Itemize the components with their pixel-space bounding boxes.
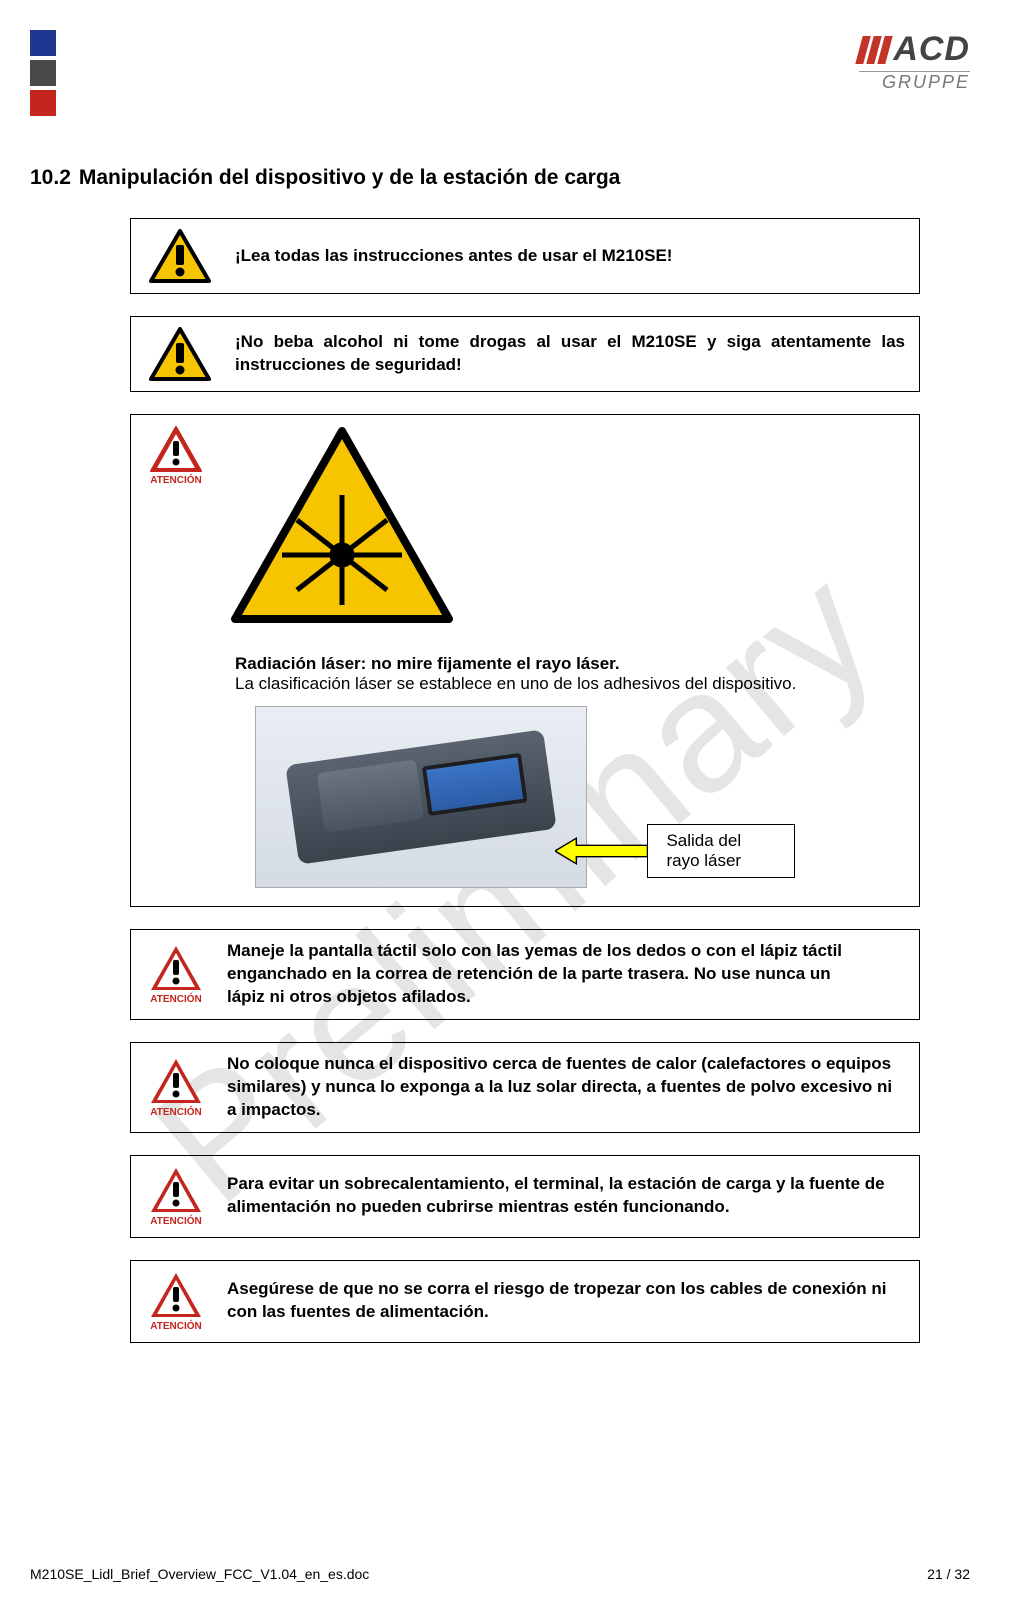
- warning-text: ¡No beba alcohol ni tome drogas al usar …: [235, 331, 905, 377]
- device-illustration: [255, 706, 587, 888]
- warning-yellow-icon: [145, 327, 215, 381]
- footer-filename: M210SE_Lidl_Brief_Overview_FCC_V1.04_en_…: [30, 1566, 369, 1582]
- laser-title-text: Radiación láser: no mire fijamente el ra…: [235, 654, 796, 674]
- attention-label: ATENCIÓN: [150, 1216, 201, 1227]
- logo-brand: ACD: [893, 30, 970, 69]
- attention-red-icon: ATENCIÓN: [145, 944, 207, 1005]
- laser-body-text: La clasificación láser se establece en u…: [235, 674, 796, 694]
- flag-stack: [30, 30, 56, 116]
- warning-box-touchscreen: ATENCIÓN Maneje la pantalla táctil solo …: [130, 929, 920, 1020]
- flag-square-3: [30, 90, 56, 116]
- warning-box-heat-sources: ATENCIÓN No coloque nunca el dispositivo…: [130, 1042, 920, 1133]
- attention-red-icon: ATENCIÓN: [145, 1271, 207, 1332]
- flag-square-1: [30, 30, 56, 56]
- attention-label: ATENCIÓN: [150, 1321, 201, 1332]
- brand-logo: ACD GRUPPE: [859, 30, 970, 93]
- attention-red-icon: ATENCIÓN: [145, 1166, 207, 1227]
- warning-text: ¡Lea todas las instrucciones antes de us…: [235, 245, 905, 268]
- laser-callout-label: Salida del rayo láser: [647, 824, 795, 878]
- section-title: Manipulación del dispositivo y de la est…: [79, 166, 620, 189]
- attention-label: ATENCIÓN: [150, 475, 201, 486]
- attention-label: ATENCIÓN: [150, 994, 201, 1005]
- warning-text: Para evitar un sobrecalentamiento, el te…: [227, 1173, 905, 1219]
- warning-text: Asegúrese de que no se corra el riesgo d…: [227, 1278, 905, 1324]
- attention-red-icon: ATENCIÓN: [145, 425, 207, 486]
- warning-box-cables: ATENCIÓN Asegúrese de que no se corra el…: [130, 1260, 920, 1343]
- warning-box-overheating: ATENCIÓN Para evitar un sobrecalentamien…: [130, 1155, 920, 1238]
- section-number: 10.2: [30, 166, 71, 190]
- footer-page-number: 21 / 32: [927, 1566, 970, 1582]
- flag-square-2: [30, 60, 56, 86]
- attention-red-icon: ATENCIÓN: [145, 1057, 207, 1118]
- warning-box-read-instructions: ¡Lea todas las instrucciones antes de us…: [130, 218, 920, 294]
- callout-arrow-icon: [555, 831, 647, 871]
- attention-label: ATENCIÓN: [150, 1107, 201, 1118]
- warning-text: No coloque nunca el dispositivo cerca de…: [227, 1053, 905, 1122]
- warning-text: Maneje la pantalla táctil solo con las y…: [227, 940, 905, 1009]
- logo-sub: GRUPPE: [859, 72, 970, 93]
- warning-box-no-alcohol: ¡No beba alcohol ni tome drogas al usar …: [130, 316, 920, 392]
- warning-box-laser: ATENCIÓN: [130, 414, 920, 907]
- warning-yellow-icon: [145, 229, 215, 283]
- section-heading: 10.2 Manipulación del dispositivo y de la…: [30, 166, 970, 190]
- laser-hazard-icon: [227, 425, 905, 630]
